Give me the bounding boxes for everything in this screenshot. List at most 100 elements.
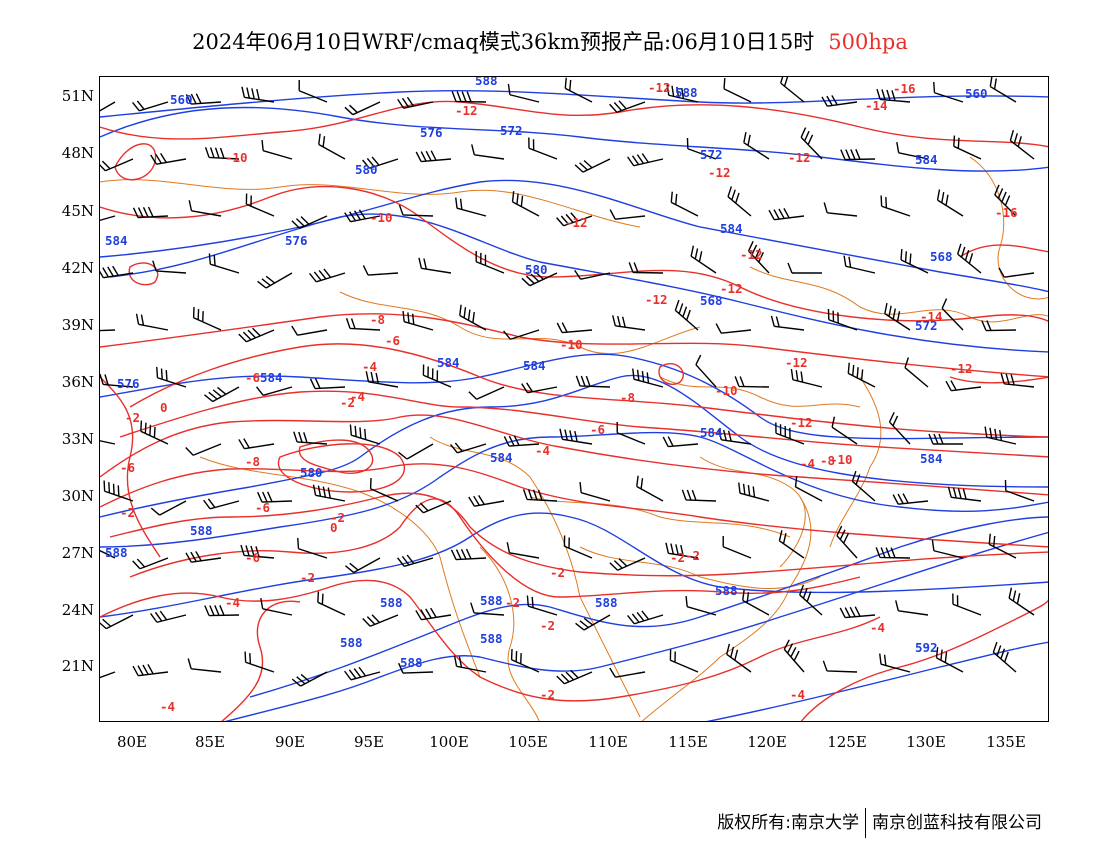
- wind-barb-shaft: [100, 158, 134, 172]
- wind-barb: [451, 91, 487, 103]
- height-contour-label: 584: [915, 152, 938, 167]
- wind-barb: [100, 158, 134, 172]
- wind-barb-shaft: [935, 647, 964, 673]
- wind-barb: [150, 610, 187, 623]
- wind-barb-shaft: [100, 265, 134, 279]
- wind-barb: [241, 86, 275, 103]
- height-contour-label: 584: [720, 221, 743, 236]
- wind-barb: [685, 595, 717, 616]
- wind-barb-shaft: [564, 77, 593, 103]
- wind-barb-shaft: [988, 533, 1017, 559]
- temperature-contour-label: -10: [830, 452, 853, 467]
- height-contour: [100, 374, 1048, 518]
- wind-barb-shaft: [511, 191, 540, 217]
- temperature-contour-label: -12: [720, 281, 743, 296]
- height-contour-label: 588: [675, 85, 698, 100]
- wind-barb: [831, 416, 858, 445]
- wind-barb-shaft: [362, 265, 399, 276]
- wind-barb: [522, 489, 558, 502]
- wind-barb-shaft: [100, 614, 134, 630]
- height-contour: [100, 512, 1048, 618]
- wind-barb-shaft: [470, 602, 505, 616]
- wind-barb-shaft: [349, 424, 381, 445]
- height-contour-label: 580: [300, 465, 323, 480]
- wind-barb-shaft: [609, 557, 646, 571]
- wind-barb-shaft: [989, 77, 1017, 103]
- wind-barb: [132, 206, 169, 219]
- wind-barb: [632, 368, 664, 388]
- wind-barb-shaft: [185, 443, 222, 456]
- wind-barb: [941, 298, 964, 331]
- wind-barb-shaft: [132, 557, 169, 570]
- wind-barb: [686, 137, 717, 160]
- wind-barb: [666, 84, 699, 103]
- wind-barb-shaft: [936, 189, 964, 217]
- wind-barb: [662, 436, 699, 448]
- wind-barb-shaft: [344, 557, 381, 574]
- wind-barb-shaft: [238, 327, 275, 343]
- wind-barb-shaft: [743, 131, 770, 160]
- temperature-contour-label: -4: [870, 620, 885, 635]
- wind-barb-shaft: [947, 486, 982, 502]
- height-contour: [100, 106, 1048, 172]
- height-contour: [249, 516, 1048, 698]
- temperature-contour-label: -10: [715, 383, 738, 398]
- wind-barb: [203, 386, 240, 403]
- wind-barb-shaft: [851, 470, 876, 502]
- wind-barb: [475, 250, 505, 274]
- wind-barb-shaft: [685, 595, 717, 616]
- wind-barb: [510, 649, 540, 673]
- wind-barb-shaft: [895, 600, 929, 616]
- wind-barb: [468, 386, 505, 400]
- temperature-contour-label: -2: [550, 565, 565, 580]
- wind-barb-shaft: [521, 271, 558, 287]
- temperature-contour-label: -6: [245, 550, 260, 565]
- temperature-contour-label: -12: [455, 103, 478, 118]
- wind-barb: [953, 135, 982, 160]
- wind-barb-shaft: [503, 435, 540, 447]
- wind-barb-shaft: [238, 438, 275, 450]
- height-contour-label: 588: [480, 593, 503, 608]
- wind-barb-shaft: [344, 666, 381, 681]
- lon-label: 115E: [668, 733, 708, 751]
- wind-barb: [150, 500, 187, 516]
- lat-label: 27N: [61, 544, 94, 562]
- wind-barb-shaft: [140, 420, 169, 445]
- temperature-contour: [100, 463, 1048, 548]
- temperature-contour: [959, 244, 1048, 258]
- wind-barb-shaft: [695, 354, 717, 388]
- wind-barb-shaft: [768, 208, 805, 221]
- wind-barb-shaft: [616, 421, 646, 445]
- wind-barb: [135, 313, 169, 331]
- wind-barb-shaft: [794, 476, 823, 502]
- boundary-line: [100, 179, 641, 228]
- wind-barb-shaft: [981, 320, 1017, 332]
- temperature-contour-label: -2: [300, 570, 315, 585]
- wind-barb: [140, 420, 169, 445]
- wind-barb-shaft: [941, 298, 964, 331]
- wind-barb: [799, 584, 823, 616]
- wind-barb: [670, 191, 699, 217]
- wind-barb: [298, 79, 328, 103]
- wind-barb: [188, 200, 222, 217]
- wind-barb-shaft: [369, 478, 399, 502]
- wind-barb-shaft: [257, 272, 293, 289]
- wind-barb-shaft: [503, 329, 540, 340]
- wind-barb-shaft: [953, 135, 982, 160]
- wind-barb: [256, 386, 293, 396]
- height-contour-label: 572: [500, 123, 523, 138]
- wind-barb-shaft: [742, 589, 770, 616]
- temperature-contour-label: 0: [330, 520, 338, 535]
- wind-barb-shaft: [575, 375, 611, 388]
- height-contour-label: 576: [285, 233, 308, 248]
- wind-barb-shaft: [879, 653, 911, 673]
- wind-barb-shaft: [674, 299, 699, 331]
- wind-barb: [344, 209, 381, 223]
- wind-barb-shaft: [260, 598, 293, 616]
- wind-barb: [931, 539, 964, 559]
- wind-barb-shaft: [312, 484, 346, 502]
- wind-barb-shaft: [293, 431, 328, 445]
- wind-barb-shaft: [526, 595, 558, 616]
- wind-barb-shaft: [132, 206, 169, 219]
- wind-barb: [398, 204, 434, 217]
